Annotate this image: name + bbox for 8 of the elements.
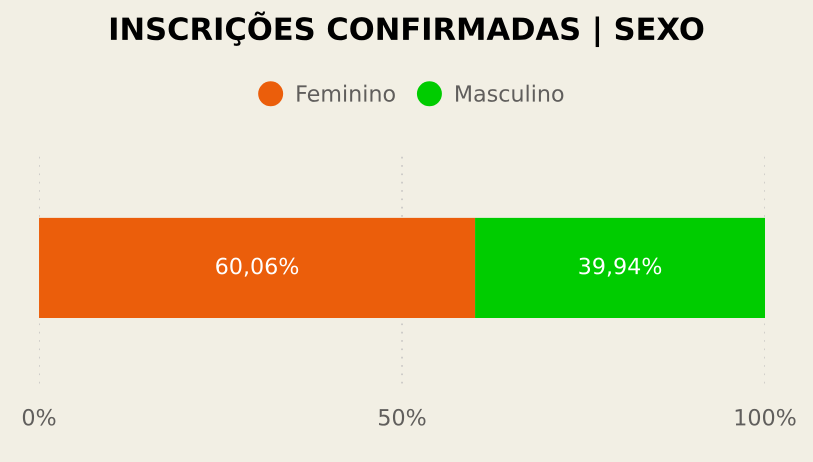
x-tick-label: 0% (22, 408, 56, 426)
legend-label: Masculino (456, 84, 564, 102)
legend-label: Feminino (297, 84, 395, 102)
data-label: 60,06% (216, 258, 298, 277)
x-tick-label: 50% (379, 408, 426, 426)
x-tick-label: 100% (736, 408, 796, 426)
chart-title: INSCRIÇÕES CONFIRMADAS | SEXO (110, 12, 704, 48)
data-label: 39,94% (579, 258, 662, 277)
